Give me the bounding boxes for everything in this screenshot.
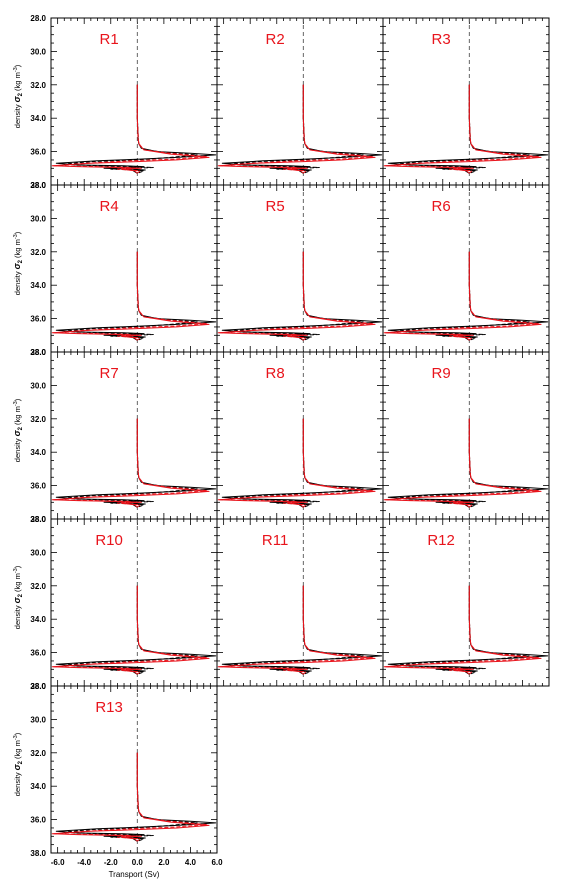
panel-label: R8 bbox=[266, 365, 285, 382]
y-axis-label: density σ2 (kg m-3) bbox=[12, 565, 24, 629]
y-tick-label: 28.0 bbox=[30, 348, 46, 357]
x-tick-label: 4.0 bbox=[185, 858, 197, 867]
series-line-red-dashed bbox=[53, 418, 207, 508]
panel-label: R5 bbox=[266, 198, 285, 215]
y-tick-label: 34.0 bbox=[30, 281, 46, 290]
y-axis-label: density σ2 (kg m-3) bbox=[12, 231, 24, 295]
y-tick-label: 32.0 bbox=[30, 749, 46, 758]
panel-r9: R9 bbox=[382, 351, 550, 520]
y-tick-label: 38.0 bbox=[30, 181, 46, 190]
panel-label: R1 bbox=[100, 31, 119, 48]
panel-r5: R5 bbox=[216, 184, 384, 353]
panels-group: 28.0 30.0 32.0 34.0 36.0 38.0 density σ2 (kg m… bbox=[12, 14, 550, 858]
panel-r8: R8 bbox=[216, 351, 384, 520]
y-tick-label: 38.0 bbox=[30, 849, 46, 858]
y-tick-label: 34.0 bbox=[30, 782, 46, 791]
y-tick-label: 28.0 bbox=[30, 515, 46, 524]
y-tick-label: 32.0 bbox=[30, 415, 46, 424]
y-tick-label: 36.0 bbox=[30, 816, 46, 825]
series-line-red-dashed bbox=[53, 585, 207, 675]
series-line-red-dashed bbox=[53, 251, 207, 341]
x-tick-label: 0.0 bbox=[132, 858, 144, 867]
y-tick-label: 36.0 bbox=[30, 148, 46, 157]
y-tick-label: 30.0 bbox=[30, 47, 46, 56]
y-tick-label: 30.0 bbox=[30, 715, 46, 724]
y-tick-label: 38.0 bbox=[30, 348, 46, 357]
series-line-red-dashed bbox=[53, 752, 207, 842]
series-line-red-dashed bbox=[385, 84, 539, 174]
x-tick-label: 6.0 bbox=[211, 858, 223, 867]
series-line-red-dashed bbox=[219, 418, 373, 508]
y-tick-label: 36.0 bbox=[30, 649, 46, 658]
panel-r1: 28.0 30.0 32.0 34.0 36.0 38.0 density σ2 (kg m… bbox=[12, 14, 218, 190]
y-tick-label: 36.0 bbox=[30, 482, 46, 491]
panel-r7: 28.0 30.0 32.0 34.0 36.0 38.0 density σ2 (kg m… bbox=[12, 348, 218, 524]
y-tick-label: 38.0 bbox=[30, 682, 46, 691]
panel-label: R9 bbox=[432, 365, 451, 382]
panel-label: R10 bbox=[95, 532, 123, 549]
panel-r4: 28.0 30.0 32.0 34.0 36.0 38.0 density σ2 (kg m… bbox=[12, 181, 218, 357]
panel-label: R11 bbox=[262, 532, 288, 549]
panel-label: R6 bbox=[432, 198, 451, 215]
panel-r2: R2 bbox=[216, 17, 384, 186]
x-tick-label: 2.0 bbox=[158, 858, 170, 867]
panel-label: R2 bbox=[266, 31, 285, 48]
x-tick-label: -2.0 bbox=[104, 858, 118, 867]
panel-label: R12 bbox=[427, 532, 455, 549]
series-line-red-dashed bbox=[385, 251, 539, 341]
series-line-red-dashed bbox=[219, 585, 373, 675]
panel-r12: R12 bbox=[382, 518, 550, 687]
y-tick-label: 34.0 bbox=[30, 114, 46, 123]
y-axis-label: density σ2 (kg m-3) bbox=[12, 64, 24, 128]
y-tick-label: 34.0 bbox=[30, 448, 46, 457]
x-axis-label: Transport (Sv) bbox=[109, 870, 160, 879]
panel-label: R3 bbox=[432, 31, 451, 48]
y-tick-label: 30.0 bbox=[30, 381, 46, 390]
series-line-red-dashed bbox=[53, 84, 207, 174]
y-tick-label: 32.0 bbox=[30, 248, 46, 257]
y-tick-label: 36.0 bbox=[30, 315, 46, 324]
panel-r3: R3 bbox=[382, 17, 550, 186]
panel-label: R13 bbox=[95, 699, 123, 716]
y-tick-label: 32.0 bbox=[30, 582, 46, 591]
panel-label: R4 bbox=[100, 198, 119, 215]
y-tick-label: 28.0 bbox=[30, 682, 46, 691]
y-tick-label: 32.0 bbox=[30, 81, 46, 90]
y-tick-label: 30.0 bbox=[30, 548, 46, 557]
panel-r13: 28.0 30.0 32.0 34.0 36.0 38.0 density σ2 (kg m… bbox=[12, 682, 218, 858]
y-tick-label: 30.0 bbox=[30, 214, 46, 223]
panel-r10: 28.0 30.0 32.0 34.0 36.0 38.0 density σ2 (kg m… bbox=[12, 515, 218, 691]
y-tick-label: 28.0 bbox=[30, 14, 46, 23]
x-tick-label: -4.0 bbox=[77, 858, 91, 867]
y-tick-label: 28.0 bbox=[30, 181, 46, 190]
panel-r6: R6 bbox=[382, 184, 550, 353]
y-axis-label: density σ2 (kg m-3) bbox=[12, 398, 24, 462]
series-line-red-dashed bbox=[219, 251, 373, 341]
y-tick-label: 38.0 bbox=[30, 515, 46, 524]
y-tick-label: 34.0 bbox=[30, 615, 46, 624]
panel-label: R7 bbox=[100, 365, 119, 382]
y-axis-label: density σ2 (kg m-3) bbox=[12, 732, 24, 796]
panel-r11: R11 bbox=[216, 518, 384, 687]
series-line-red-dashed bbox=[385, 418, 539, 508]
x-tick-label: -6.0 bbox=[51, 858, 65, 867]
series-line-red-dashed bbox=[219, 84, 373, 174]
series-line-red-dashed bbox=[385, 585, 539, 675]
axis-labels-group: -6.0 -4.0 -2.0 0.0 2.0 4.0 6.0 Transport (Sv) bbox=[51, 858, 223, 879]
